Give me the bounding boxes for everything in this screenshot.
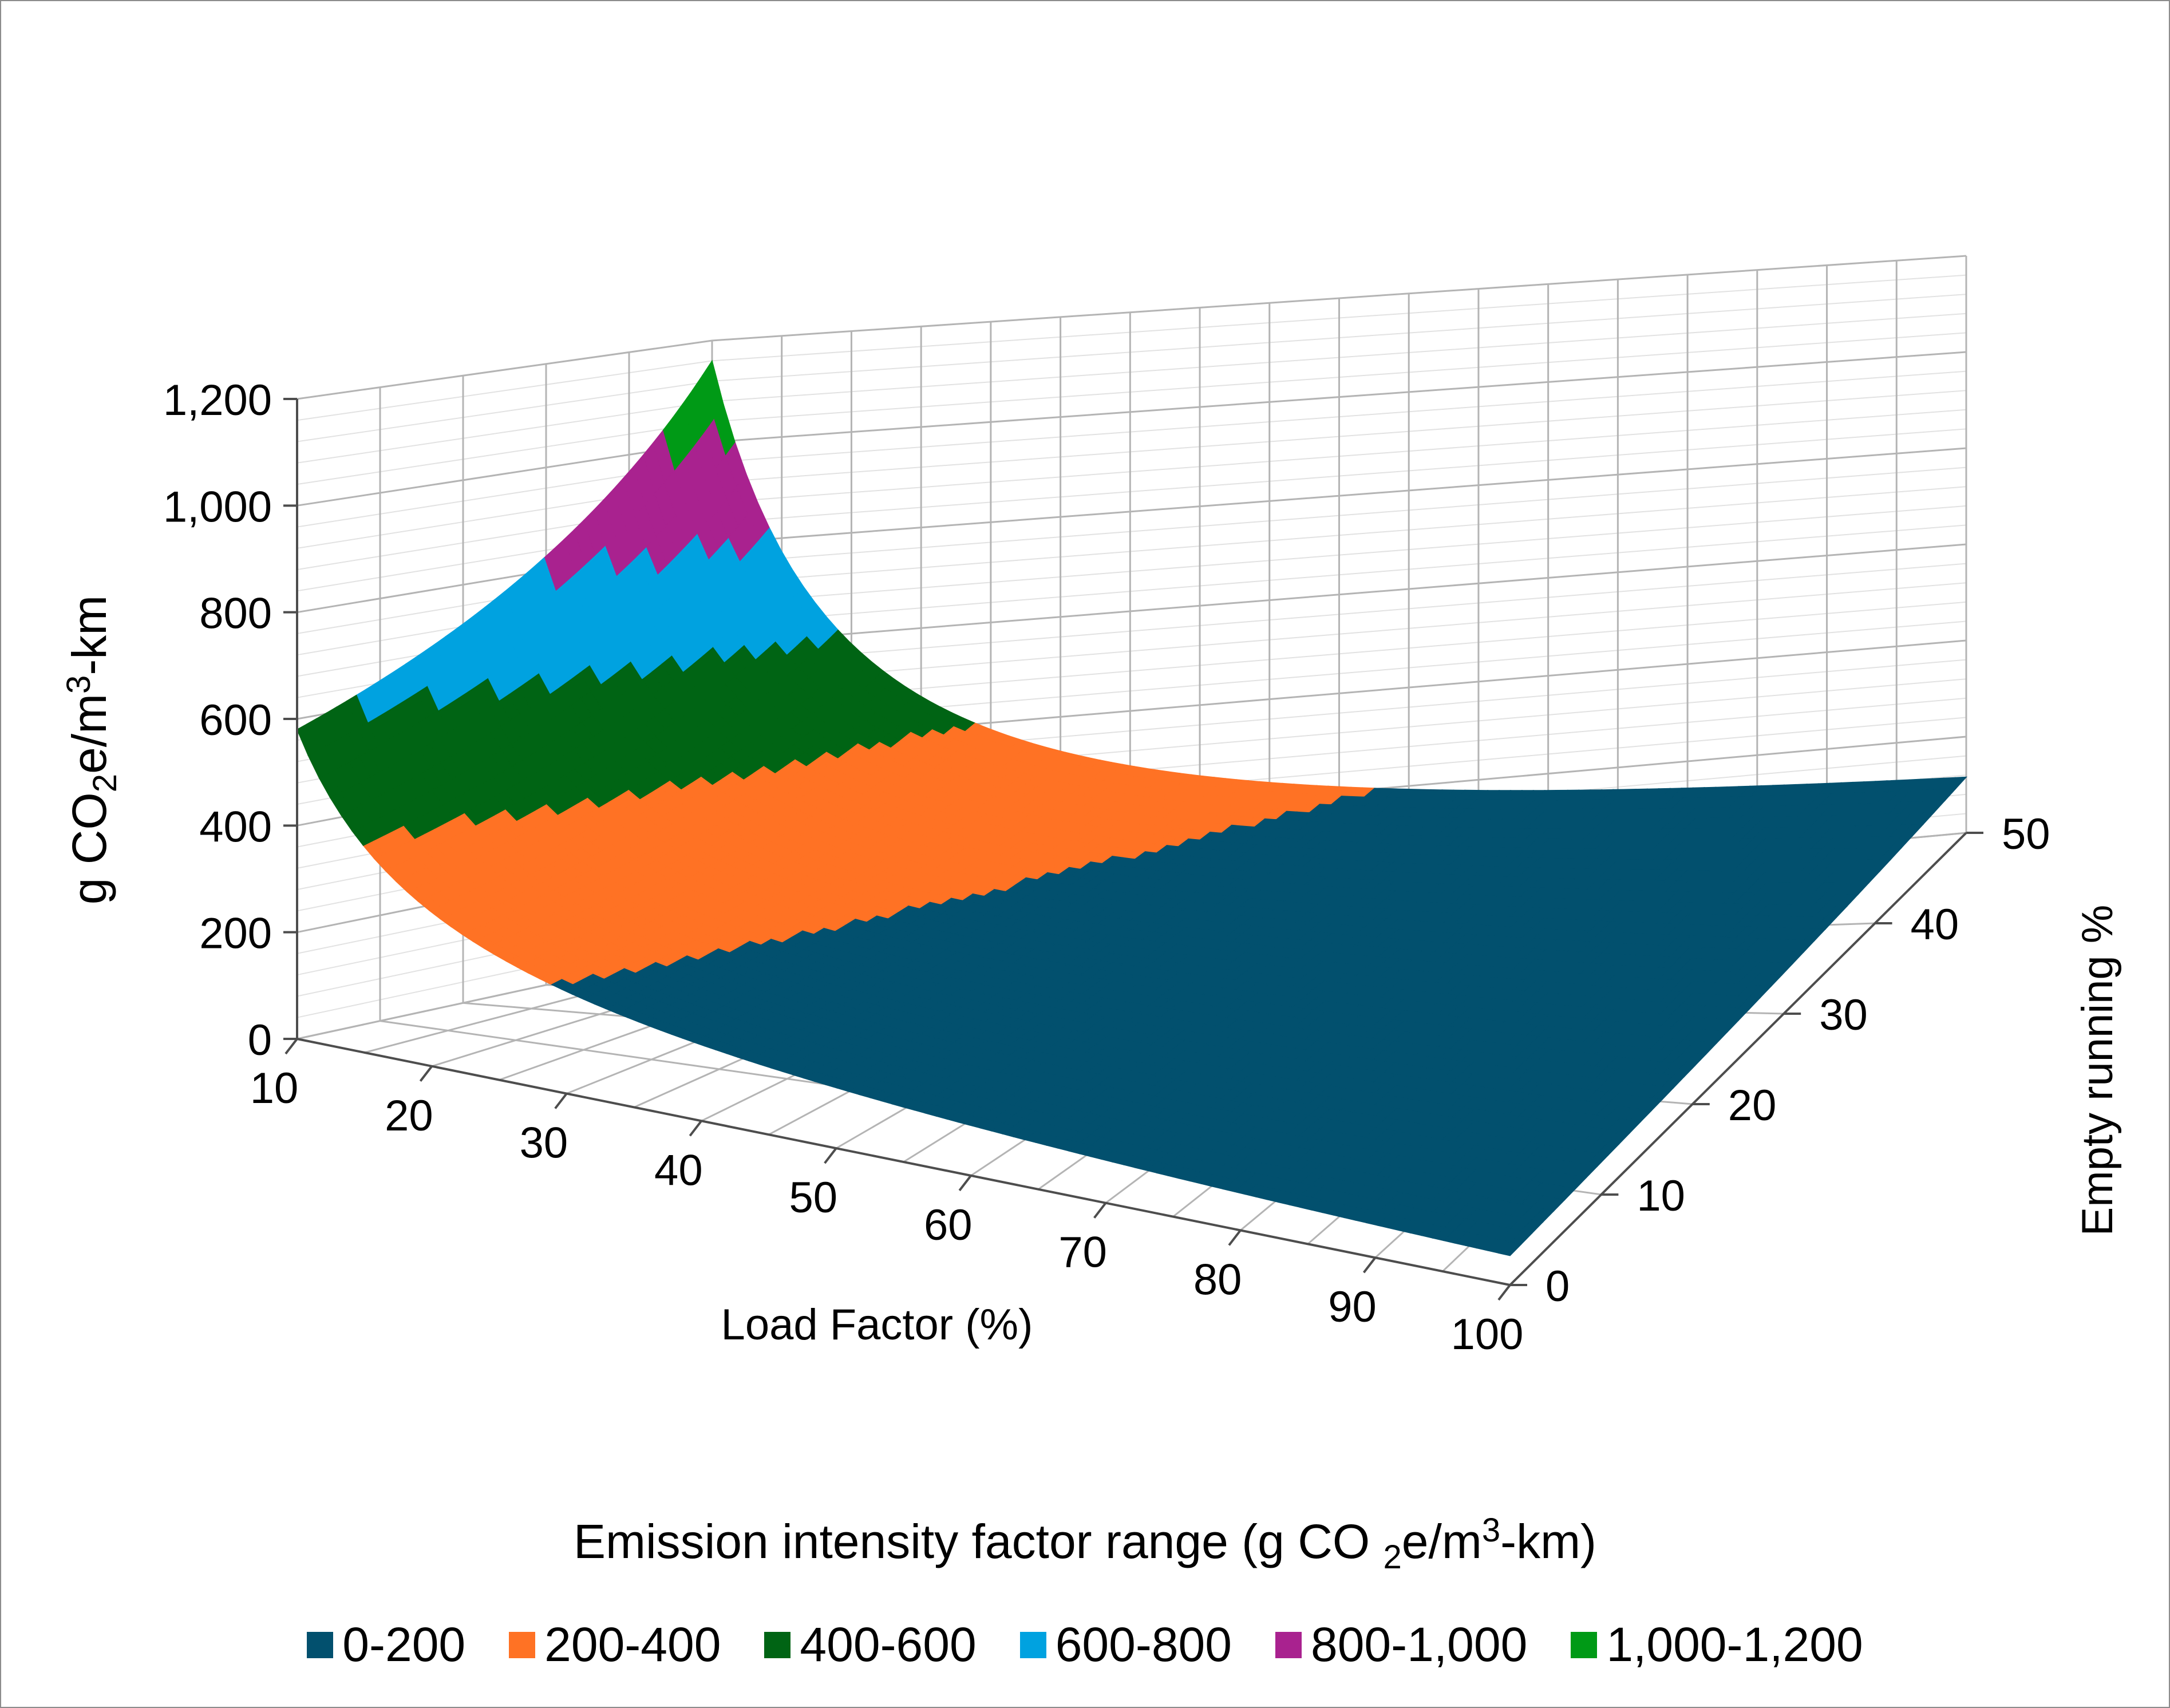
legend-swatch — [1571, 1631, 1598, 1658]
x-tick-label: 100 — [1451, 1310, 1524, 1359]
legend-label: 800-1,000 — [1310, 1618, 1528, 1671]
y-axis-label: Empty running % — [2073, 905, 2122, 1236]
legend-swatch — [307, 1631, 334, 1658]
surface-layer — [296, 359, 1967, 1256]
z-tick-label: 1,200 — [163, 376, 272, 425]
legend-label: 400-600 — [800, 1618, 977, 1671]
z-axis-label: g CO2e/m3-km — [60, 595, 124, 905]
x-tick-label: 30 — [520, 1119, 568, 1168]
x-tick-label: 50 — [789, 1173, 838, 1222]
minor-gridline — [297, 390, 1967, 549]
minor-gridline — [297, 294, 1967, 442]
x-tick-mark — [554, 1093, 568, 1109]
z-tick-label: 800 — [199, 590, 272, 638]
z-tick-label: 200 — [199, 910, 272, 958]
y-tick-label: 50 — [2002, 810, 2050, 859]
y-tick-label: 30 — [1819, 991, 1868, 1039]
legend-swatch — [1275, 1631, 1302, 1658]
legend-item: 0-200 — [307, 1617, 465, 1673]
x-tick-mark — [284, 1038, 298, 1055]
x-tick-mark — [1228, 1229, 1242, 1246]
legend-label: 0-200 — [342, 1618, 466, 1671]
z-tick-label: 400 — [199, 802, 272, 851]
legend-item: 600-800 — [1019, 1617, 1232, 1673]
legend-label: 600-800 — [1055, 1618, 1232, 1671]
legend-label: 200-400 — [544, 1618, 721, 1671]
legend-item: 400-600 — [764, 1617, 977, 1673]
minor-gridline — [297, 370, 1967, 528]
legend-item: 200-400 — [509, 1617, 721, 1673]
legend-swatch — [1019, 1631, 1046, 1658]
minor-gridline — [297, 313, 1967, 464]
z-tick-label: 1,000 — [163, 483, 272, 531]
y-tick-label: 20 — [1728, 1081, 1777, 1130]
x-tick-label: 90 — [1328, 1283, 1377, 1331]
major-gridline — [297, 255, 1967, 400]
x-tick-mark — [1362, 1257, 1377, 1274]
x-tick-mark — [689, 1120, 702, 1137]
y-tick-label: 40 — [1911, 900, 1959, 949]
y-tick-label: 10 — [1637, 1172, 1685, 1220]
x-tick-mark — [419, 1065, 433, 1082]
y-tick-label: 0 — [1546, 1262, 1570, 1311]
x-tick-label: 20 — [385, 1092, 433, 1140]
x-tick-label: 40 — [654, 1146, 703, 1195]
x-axis-label: Load Factor (%) — [721, 1300, 1033, 1349]
legend-title: Emission intensity factor range (g CO 2e… — [573, 1512, 1597, 1576]
x-tick-label: 70 — [1058, 1228, 1107, 1277]
legend-label: 1,000-1,200 — [1606, 1618, 1863, 1671]
x-tick-mark — [824, 1147, 837, 1164]
z-tick-label: 0 — [248, 1016, 272, 1065]
x-tick-mark — [1497, 1284, 1511, 1301]
legend-item: 800-1,000 — [1275, 1617, 1527, 1673]
x-tick-mark — [1093, 1202, 1107, 1219]
legend-swatch — [764, 1631, 791, 1658]
minor-gridline — [297, 409, 1967, 571]
x-tick-mark — [958, 1175, 972, 1192]
minor-gridline — [297, 274, 1967, 421]
x-tick-label: 10 — [250, 1064, 299, 1113]
x-tick-label: 60 — [924, 1201, 973, 1250]
legend-swatch — [509, 1631, 536, 1658]
z-tick-label: 600 — [199, 696, 272, 745]
legend-item: 1,000-1,200 — [1571, 1617, 1863, 1673]
legend: 0-200 200-400 400-600 600-800 800-1,000 1,000… — [0, 1617, 2170, 1673]
x-tick-label: 80 — [1193, 1255, 1242, 1304]
